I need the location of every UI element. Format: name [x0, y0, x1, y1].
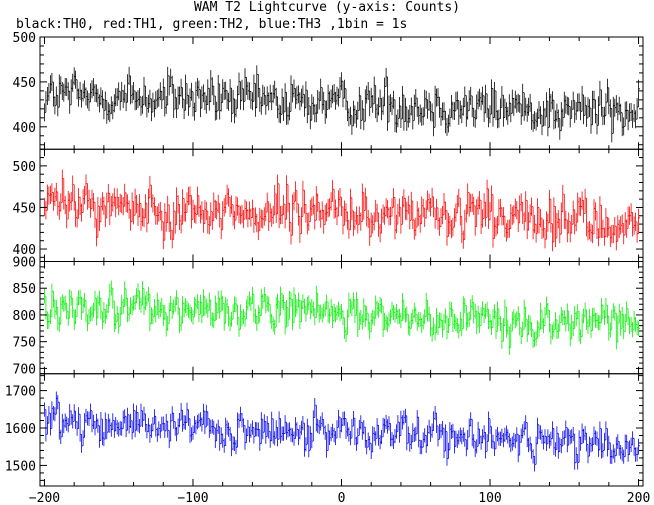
- series-line-TH2: [44, 280, 640, 355]
- y-tick-label-TH2: 850: [13, 282, 36, 297]
- y-tick-label-TH2: 750: [13, 336, 36, 351]
- series-line-TH0: [44, 65, 640, 143]
- y-tick-label-TH0: 450: [13, 76, 36, 91]
- x-tick-label: 0: [338, 491, 346, 505]
- x-tick-label: −200: [29, 491, 60, 505]
- series-line-TH1: [44, 169, 640, 252]
- y-tick-label-TH2: 800: [13, 309, 36, 324]
- x-tick-label: 100: [478, 491, 501, 505]
- chart-subtitle: black:TH0, red:TH1, green:TH2, blue:TH3 …: [16, 17, 408, 32]
- y-tick-label-TH1: 500: [13, 160, 36, 175]
- y-tick-label-TH0: 400: [13, 121, 36, 136]
- y-tick-label-TH2: 700: [13, 362, 36, 377]
- series-line-TH3: [44, 391, 640, 472]
- y-tick-label-TH3: 1500: [5, 459, 36, 474]
- x-tick-label: 200: [627, 491, 650, 505]
- y-tick-label-TH3: 1600: [5, 422, 36, 437]
- y-tick-label-TH0: 500: [13, 31, 36, 46]
- y-tick-label-TH1: 450: [13, 201, 36, 216]
- x-tick-label: −100: [177, 491, 208, 505]
- y-tick-label-TH1: 400: [13, 243, 36, 258]
- y-tick-label-TH3: 1700: [5, 385, 36, 400]
- chart-title: WAM T2 Lightcurve (y-axis: Counts): [193, 0, 461, 15]
- y-tick-label-TH2: 900: [13, 256, 36, 271]
